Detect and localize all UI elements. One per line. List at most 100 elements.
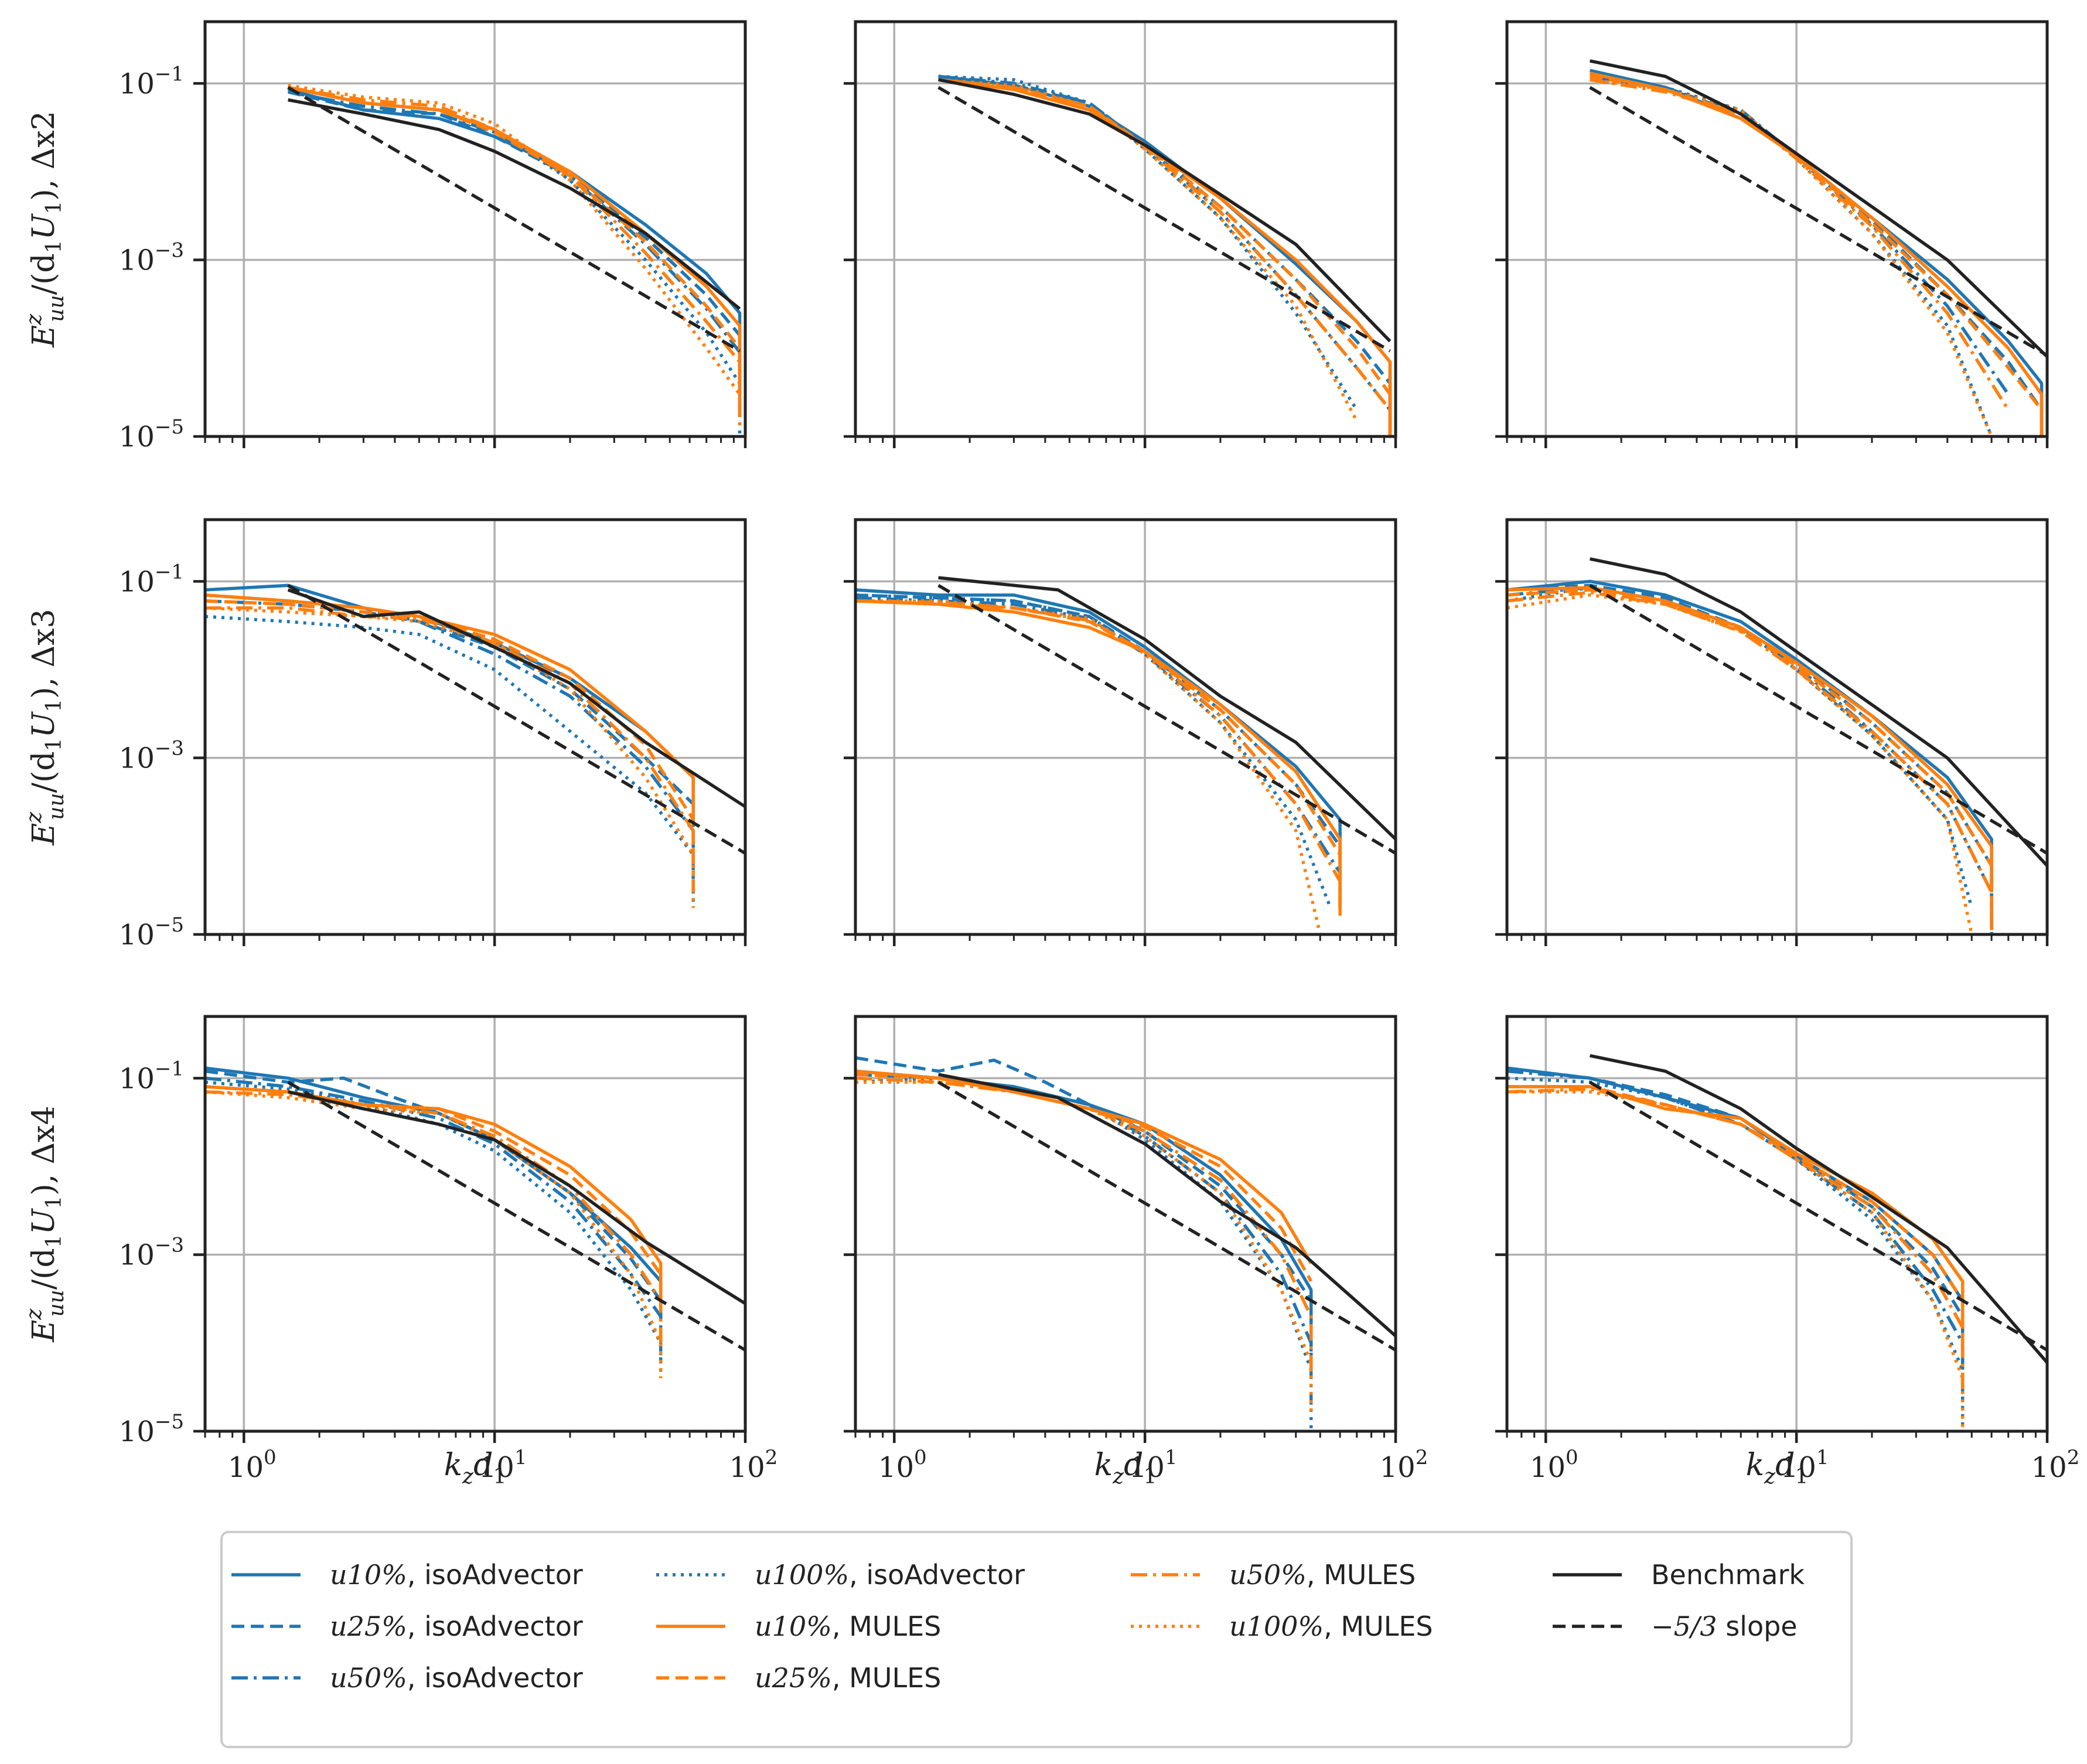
panel-r1-c3 xyxy=(1495,20,2049,448)
legend-label: u10%, MULES xyxy=(755,1611,941,1642)
legend-item: Benchmark xyxy=(1553,1559,1805,1591)
series-lines xyxy=(205,1066,745,1379)
series-line-mul50 xyxy=(205,606,695,893)
legend-item: −5/3 slope xyxy=(1553,1611,1798,1642)
x-axis-label: kzd1 xyxy=(1094,1448,1157,1489)
slope-line xyxy=(287,86,741,353)
panel-r3-c1: 10−1 10−3 10−5 100 101 102 xyxy=(119,1015,778,1484)
panel-r3-c3: 100 101 102 xyxy=(1495,1015,2080,1484)
series-line-mul25 xyxy=(1507,588,1993,934)
benchmark-line xyxy=(938,1073,1396,1337)
axes-frame xyxy=(1505,20,2049,438)
x-axis-label: kzd1 xyxy=(1746,1448,1809,1489)
y-tick-label: 10−1 xyxy=(119,1057,184,1095)
x-tick-label: 101 xyxy=(1781,1446,1829,1484)
slope-line xyxy=(937,584,1396,855)
series-lines xyxy=(855,1056,1396,1431)
series-lines xyxy=(287,83,742,436)
panel-r2-c2 xyxy=(844,518,1397,946)
x-tick-label: 101 xyxy=(479,1446,527,1484)
slope-line xyxy=(1589,86,2047,357)
series-line-mul100 xyxy=(1507,593,1973,934)
benchmark-line xyxy=(938,576,1396,841)
y-tick-label: 10−3 xyxy=(119,1234,184,1272)
axes-frame xyxy=(854,518,1397,936)
legend-item: u50%, MULES xyxy=(1131,1559,1416,1591)
legend-label: u100%, MULES xyxy=(1229,1611,1433,1642)
axes-frame xyxy=(203,518,747,936)
legend-label: u50%, isoAdvector xyxy=(330,1662,583,1694)
series-line-iso10 xyxy=(1507,579,1993,893)
benchmark-line xyxy=(288,98,741,311)
series-line-mul100 xyxy=(288,83,742,430)
legend-label: u50%, MULES xyxy=(1229,1559,1416,1591)
y-axis-label: Ezuu/(d1U1), Δx4 xyxy=(22,1106,69,1342)
x-tick-label: 101 xyxy=(1129,1446,1178,1484)
legend-label: u10%, isoAdvector xyxy=(330,1559,583,1591)
x-tick-label: 102 xyxy=(729,1446,778,1484)
legend-label: Benchmark xyxy=(1651,1559,1805,1591)
series-line-iso100 xyxy=(1590,74,1993,436)
x-tick-label: 100 xyxy=(878,1446,927,1484)
series-line-iso100 xyxy=(205,1080,663,1379)
y-axis-label: Ezuu/(d1U1), Δx2 xyxy=(22,111,69,347)
y-tick-label: 10−5 xyxy=(119,415,184,453)
series-line-mul25 xyxy=(855,1073,1313,1282)
series-line-mul100 xyxy=(205,606,695,908)
series-lines xyxy=(1589,59,2047,436)
series-line-mul100 xyxy=(938,78,1359,422)
legend: u10%, isoAdvector u25%, isoAdvector u50%, … xyxy=(220,1531,1853,1748)
y-tick-label: 10−5 xyxy=(119,1410,184,1448)
x-axis-labels: kzd1 kzd1 kzd1 xyxy=(444,1448,1809,1489)
series-lines xyxy=(205,584,745,908)
legend-label: u100%, isoAdvector xyxy=(755,1559,1025,1591)
series-line-mul10 xyxy=(938,78,1392,436)
legend-item: u100%, MULES xyxy=(1131,1611,1433,1642)
benchmark-line xyxy=(938,78,1392,343)
series-line-iso100 xyxy=(938,74,1359,411)
legend-item: u50%, isoAdvector xyxy=(231,1662,583,1694)
legend-item: u25%, isoAdvector xyxy=(231,1611,583,1642)
slope-line xyxy=(287,584,745,855)
slope-line xyxy=(287,1080,745,1352)
series-lines xyxy=(855,576,1396,934)
series-line-iso50 xyxy=(1507,1069,1965,1405)
y-tick-label: 10−1 xyxy=(119,560,184,598)
y-tick-label: 10−3 xyxy=(119,737,184,775)
axes-frame xyxy=(854,1015,1397,1433)
panel-r2-c3 xyxy=(1495,518,2049,946)
y-tick-label: 10−3 xyxy=(119,239,184,277)
series-line-mul10 xyxy=(1507,586,1993,893)
legend-item: u10%, MULES xyxy=(656,1611,941,1642)
y-axis-labels: Ezuu/(d1U1), Δx2 Ezuu/(d1U1), Δx3 Ezuu/(d1… xyxy=(22,111,69,1342)
series-line-iso25 xyxy=(1507,584,1993,934)
series-line-mul50 xyxy=(1507,591,1993,934)
benchmark-line xyxy=(1590,1054,2047,1364)
benchmark-line xyxy=(1590,59,2047,358)
series-line-mul25 xyxy=(288,86,742,410)
series-line-iso100 xyxy=(205,615,695,908)
series-line-iso50 xyxy=(288,90,742,421)
axes-frame xyxy=(1505,518,2049,936)
benchmark-line xyxy=(287,1090,745,1305)
y-tick-label: 10−1 xyxy=(119,62,184,100)
x-tick-label: 100 xyxy=(1530,1446,1578,1484)
axes-frame xyxy=(1505,1015,2049,1433)
panel-r2-c1: 10−1 10−3 10−5 xyxy=(119,518,747,951)
series-line-mul100 xyxy=(1590,78,1993,436)
slope-line xyxy=(937,1080,1396,1352)
series-line-mul50 xyxy=(1507,1087,1965,1390)
x-tick-label: 102 xyxy=(1380,1446,1428,1484)
legend-label: u25%, MULES xyxy=(755,1662,941,1694)
slope-line xyxy=(1589,1080,2047,1352)
benchmark-line xyxy=(1590,557,2047,867)
x-tick-label: 102 xyxy=(2031,1446,2080,1484)
axes-frame xyxy=(203,1015,747,1433)
series-line-mul100 xyxy=(855,1080,1313,1416)
series-lines xyxy=(937,74,1392,436)
legend-item: u100%, isoAdvector xyxy=(656,1559,1025,1591)
series-line-iso50 xyxy=(205,1076,663,1363)
